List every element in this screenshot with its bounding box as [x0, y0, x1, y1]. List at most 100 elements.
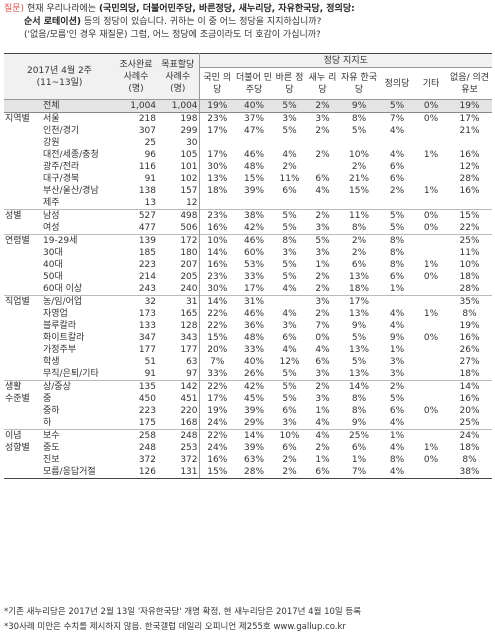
support-cell: 11%	[459, 248, 480, 258]
support-cell	[415, 283, 447, 296]
support-cell: 2%	[315, 443, 330, 453]
support-cell	[415, 247, 447, 259]
support-cell: 37%	[235, 112, 274, 125]
support-cell: 2%	[306, 99, 340, 113]
support-cell: 16%	[459, 150, 480, 160]
weighted-count-cell: 506	[157, 222, 200, 235]
support-cell	[199, 197, 235, 210]
support-cell	[415, 429, 448, 442]
support-cell: 13%	[349, 345, 370, 355]
support-cell: 1%	[351, 455, 367, 465]
table-row: 블루칼라 133 128 22% 36% 3% 7% 9% 4% 19%	[4, 320, 492, 332]
support-cell: 10%	[199, 234, 236, 247]
sample-count-cell: 243	[138, 284, 157, 294]
support-cell: 4%	[315, 418, 330, 428]
table-row: 모름/응답거절 126 131 15% 28% 2% 6% 7% 4% 38%	[4, 466, 493, 479]
weighted-count-cell: 101	[157, 161, 200, 173]
sample-count-cell: 13	[144, 198, 157, 208]
support-cell: 7%	[210, 357, 225, 367]
support-cell: 4%	[315, 186, 330, 196]
weighted-count-cell: 205	[157, 271, 200, 283]
support-cell: 9%	[351, 321, 367, 331]
support-cell: 2%	[315, 150, 330, 160]
support-cell: 39%	[244, 443, 265, 453]
row-label: 자영업	[43, 309, 68, 319]
support-cell: 13%	[349, 369, 370, 379]
support-cell: 17%	[207, 126, 228, 136]
footnote-1: *기존 새누리당은 2017년 2월 13일 '자유한국당' 개명 확정, 현 …	[4, 607, 362, 617]
support-cell: 18%	[207, 186, 228, 196]
sample-count-cell: 258	[115, 429, 158, 442]
support-cell: 42%	[235, 380, 274, 393]
support-cell: 14%	[207, 248, 228, 258]
support-cell: 48%	[244, 333, 265, 343]
row-label: 19-29세	[42, 234, 116, 247]
support-cell: 25%	[459, 418, 480, 428]
support-cell: 18%	[459, 272, 480, 282]
support-cell: 0%	[423, 272, 439, 282]
support-cell	[447, 197, 492, 210]
support-cell: 0%	[415, 112, 448, 125]
support-cell	[339, 197, 379, 210]
table-row: 전체 1,004 1,004 19% 40% 5% 2% 9% 5% 0% 19%	[4, 99, 493, 113]
sample-count-cell: 32	[115, 295, 158, 308]
weighted-count-cell: 128	[157, 320, 200, 332]
support-cell: 19%	[459, 321, 480, 331]
party-header-2: 바른 정당	[273, 67, 307, 100]
party-support-group-header: 정당 지지도	[199, 53, 493, 68]
support-cell	[415, 137, 447, 149]
row-label: 광주/전라	[43, 162, 80, 172]
support-cell: 19%	[207, 406, 228, 416]
row-label: 부산/울산/경남	[43, 186, 99, 196]
support-cell	[415, 161, 447, 173]
weighted-count-cell: 299	[157, 125, 200, 137]
question-label: 질문)	[4, 4, 25, 14]
support-cell: 27%	[459, 357, 480, 367]
sample-count-cell: 116	[138, 162, 157, 172]
weighted-count-cell: 180	[157, 247, 200, 259]
support-cell: 5%	[282, 126, 297, 136]
support-cell: 4%	[282, 284, 297, 294]
support-cell: 5%	[273, 99, 307, 113]
support-cell: 2%	[273, 466, 307, 479]
support-cell: 39%	[244, 186, 265, 196]
row-category	[4, 454, 42, 466]
table-row: 대전/세종/충청 96 105 17% 46% 4% 2% 10% 4% 1% 16%	[4, 149, 492, 161]
support-cell: 7%	[339, 466, 380, 479]
support-cell: 48%	[244, 162, 265, 172]
support-cell: 17%	[207, 394, 228, 404]
support-cell: 8%	[389, 455, 405, 465]
party-header-5: 정의당	[379, 67, 416, 100]
row-category	[4, 149, 42, 161]
question-parties: (국민의당, 더불어민주당, 바른정당, 새누리당, 자유한국당, 정의당:	[98, 4, 355, 14]
support-cell: 0%	[423, 406, 439, 416]
support-cell: 1%	[423, 309, 439, 319]
table-row: 60대 이상 243 240 30% 17% 4% 2% 18% 1% 28%	[4, 283, 492, 296]
support-cell	[415, 393, 447, 405]
weighted-count-cell: 240	[157, 283, 200, 296]
support-cell: 8%	[389, 260, 405, 270]
support-cell: 16%	[207, 260, 228, 270]
support-cell: 17%	[244, 284, 265, 294]
weighted-count-cell: 198	[157, 112, 200, 125]
support-cell: 29%	[244, 418, 265, 428]
support-cell: 40%	[244, 357, 265, 367]
party-header-7: 없음/ 의견유보	[447, 67, 493, 100]
support-cell: 28%	[459, 284, 480, 294]
support-cell: 45%	[244, 394, 265, 404]
row-label: 강원	[43, 138, 60, 148]
support-cell: 22%	[459, 223, 480, 233]
support-cell: 0%	[423, 223, 439, 233]
table-row: 하 175 168 24% 29% 3% 4% 9% 4% 25%	[4, 417, 492, 430]
support-cell: 13%	[207, 174, 228, 184]
sample-count-cell: 223	[138, 260, 157, 270]
row-category	[4, 308, 42, 320]
support-cell: 8%	[462, 455, 477, 465]
support-cell: 22%	[207, 309, 228, 319]
party-header-0: 국민 의당	[199, 67, 236, 100]
support-cell: 5%	[282, 369, 297, 379]
support-cell: 3%	[282, 321, 297, 331]
support-cell: 3%	[315, 223, 330, 233]
support-cell: 2%	[389, 186, 405, 196]
support-cell: 22%	[199, 429, 236, 442]
